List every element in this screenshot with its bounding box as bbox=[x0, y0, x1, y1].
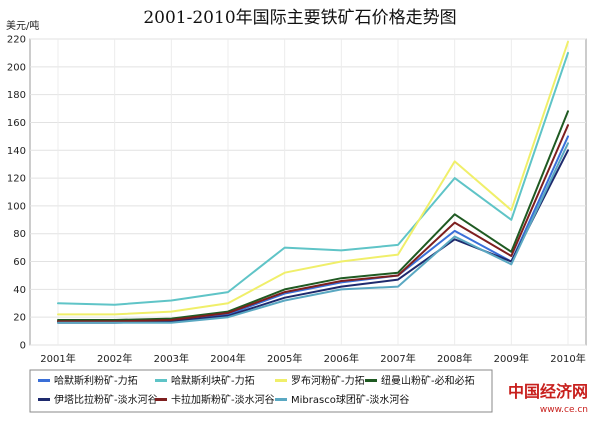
x-tick-label: 2004年 bbox=[210, 352, 245, 365]
y-tick-label: 20 bbox=[13, 313, 26, 324]
x-tick-label: 2010年 bbox=[550, 352, 585, 365]
x-tick-label: 2001年 bbox=[40, 352, 75, 365]
watermark-brand: 中国经济网 bbox=[508, 382, 588, 401]
x-tick-label: 2005年 bbox=[267, 352, 302, 365]
y-tick-label: 140 bbox=[7, 146, 26, 157]
x-tick-label: 2003年 bbox=[154, 352, 189, 365]
grid-lines bbox=[30, 38, 586, 346]
y-tick-label: 80 bbox=[13, 229, 26, 240]
legend-label: Mibrasco球团矿-淡水河谷 bbox=[291, 393, 409, 406]
legend-label: 哈默斯利粉矿-力拓 bbox=[54, 374, 138, 387]
y-tick-label: 200 bbox=[7, 62, 26, 73]
legend-label: 卡拉加斯粉矿-淡水河谷 bbox=[171, 393, 275, 406]
series-line-4 bbox=[57, 110, 569, 321]
x-tick-label: 2006年 bbox=[324, 352, 359, 365]
plot-frame bbox=[29, 38, 587, 346]
series-line-2 bbox=[57, 51, 569, 306]
x-tick-label: 2002年 bbox=[97, 352, 132, 365]
y-tick-label: 60 bbox=[13, 257, 26, 268]
series-line-7 bbox=[57, 142, 569, 324]
series-line-3 bbox=[57, 40, 569, 316]
legend-box bbox=[29, 369, 493, 413]
chart-title: 2001-2010年国际主要铁矿石价格走势图 bbox=[143, 8, 456, 28]
legend-label: 伊塔比拉粉矿-淡水河谷 bbox=[54, 393, 158, 406]
plot-area bbox=[29, 38, 587, 346]
y-tick-label: 180 bbox=[7, 90, 26, 101]
y-axis-ticks: 0 20 40 60 80 100 120 140 160 180 200 220 bbox=[7, 35, 26, 352]
series-lines bbox=[57, 40, 569, 324]
legend-label: 纽曼山粉矿-必和必拓 bbox=[381, 374, 475, 387]
y-axis-unit: 美元/吨 bbox=[6, 19, 39, 32]
series-line-6 bbox=[57, 124, 569, 323]
legend: 哈默斯利粉矿-力拓 哈默斯利块矿-力拓 罗布河粉矿-力拓 纽曼山粉矿-必和必拓伊塔比拉… bbox=[29, 369, 493, 413]
y-tick-label: 160 bbox=[7, 118, 26, 129]
y-tick-label: 100 bbox=[7, 201, 26, 212]
x-axis-ticks: 2001年 2002年 2003年 2004年 2005年 2006年 2007年 2008年… bbox=[40, 352, 585, 365]
legend-label: 罗布河粉矿-力拓 bbox=[291, 374, 365, 387]
y-tick-label: 40 bbox=[13, 285, 26, 296]
x-tick-label: 2008年 bbox=[437, 352, 472, 365]
watermark-url: www.ce.cn bbox=[540, 405, 588, 415]
x-tick-label: 2009年 bbox=[494, 352, 529, 365]
y-tick-label: 0 bbox=[20, 341, 26, 352]
site-watermark: 中国经济网 www.ce.cn bbox=[508, 382, 588, 415]
y-tick-label: 220 bbox=[7, 35, 26, 46]
x-tick-label: 2007年 bbox=[380, 352, 415, 365]
y-tick-label: 120 bbox=[7, 174, 26, 185]
legend-label: 哈默斯利块矿-力拓 bbox=[171, 374, 255, 387]
